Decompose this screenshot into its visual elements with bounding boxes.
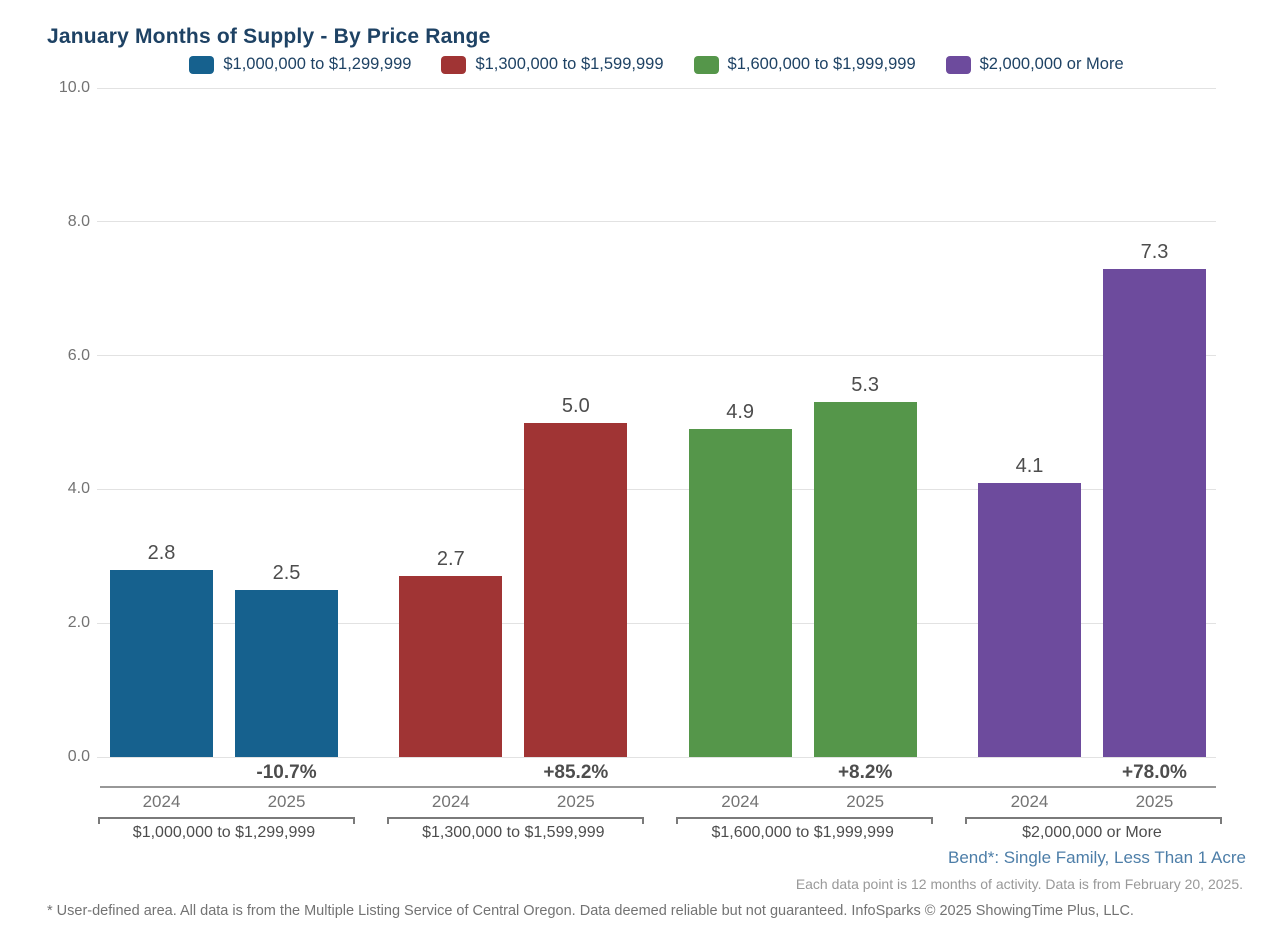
bar-2025-group-2[interactable] [813,402,917,757]
x-year-label: 2024 [1010,792,1049,811]
y-tick-label: 6.0 [67,346,90,364]
legend-label: $1,600,000 to $1,999,999 [727,55,916,73]
legend-swatch-icon [945,55,971,74]
x-year-label: 2025 [846,792,885,811]
bar-value-label: 2.8 [147,541,176,564]
gridline [97,87,1216,89]
group-bracket [386,817,644,824]
bar-value-label: 2.7 [436,548,465,571]
pct-change-label: -10.7% [256,762,317,783]
gridline [97,488,1216,490]
x-year-label: 2024 [721,792,760,811]
y-tick-label: 0.0 [67,748,90,765]
pct-change-label: +8.2% [837,762,893,783]
axis-separator-line [100,786,1216,788]
legend-item-3[interactable]: $2,000,000 or More [945,55,1124,74]
bar-2025-group-3[interactable] [1102,268,1206,757]
y-tick-label: 8.0 [67,212,90,230]
gridline [97,756,1216,758]
plot-area: 2.8 2.5 2.7 5.0 4.9 5.3 4.1 7.3 [97,87,1216,758]
group-price-range-label: $1,300,000 to $1,599,999 [422,824,605,841]
bar-2024-group-3[interactable] [977,482,1081,757]
bar-2024-group-1[interactable] [399,576,503,757]
x-year-label: 2025 [267,792,306,811]
legend-item-0[interactable]: $1,000,000 to $1,299,999 [189,55,411,74]
x-year-label: 2025 [556,792,595,811]
bar-value-label: 7.3 [1140,240,1169,263]
legend-label: $2,000,000 or More [979,55,1124,73]
legend-swatch-icon [441,55,467,74]
legend-label: $1,300,000 to $1,599,999 [475,55,664,73]
bar-value-label: 4.9 [726,401,755,424]
gridline [97,221,1216,223]
group-bracket [676,817,934,824]
bar-2025-group-0[interactable] [235,589,338,757]
pct-change-label: +78.0% [1121,762,1187,783]
bar-2024-group-2[interactable] [688,429,792,757]
pct-change-label: +85.2% [543,762,609,783]
group-price-range-label: $1,000,000 to $1,299,999 [132,824,316,841]
group-bracket [97,817,355,824]
bar-value-label: 2.5 [272,561,301,584]
y-tick-label: 2.0 [67,614,90,632]
x-year-label: 2024 [431,792,470,811]
group-price-range-label: $2,000,000 or More [1022,824,1162,841]
group-bracket [965,817,1223,824]
chart-title: January Months of Supply - By Price Rang… [47,25,491,48]
legend-item-2[interactable]: $1,600,000 to $1,999,999 [693,55,916,74]
y-tick-label: 4.0 [67,480,90,498]
bar-2025-group-1[interactable] [524,422,628,757]
bar-value-label: 5.0 [561,394,590,417]
bar-value-label: 4.1 [1015,454,1044,477]
region-note: Bend*: Single Family, Less Than 1 Acre [948,848,1246,867]
gridline [97,622,1216,624]
legend-label: $1,000,000 to $1,299,999 [223,55,412,73]
legend-item-1[interactable]: $1,300,000 to $1,599,999 [441,55,664,74]
legend-swatch-icon [189,55,215,74]
group-price-range-label: $1,600,000 to $1,999,999 [711,824,894,841]
data-freshness-note: Each data point is 12 months of activity… [795,876,1243,892]
footer-disclaimer: * User-defined area. All data is from th… [47,903,1134,919]
legend: $1,000,000 to $1,299,999 $1,300,000 to $1… [97,55,1216,74]
bar-2024-group-0[interactable] [110,569,213,757]
gridline [97,355,1216,357]
x-year-label: 2025 [1135,792,1174,811]
y-tick-label: 10.0 [58,79,90,96]
legend-swatch-icon [693,55,719,74]
x-year-label: 2024 [142,792,181,811]
bar-value-label: 5.3 [851,374,880,397]
